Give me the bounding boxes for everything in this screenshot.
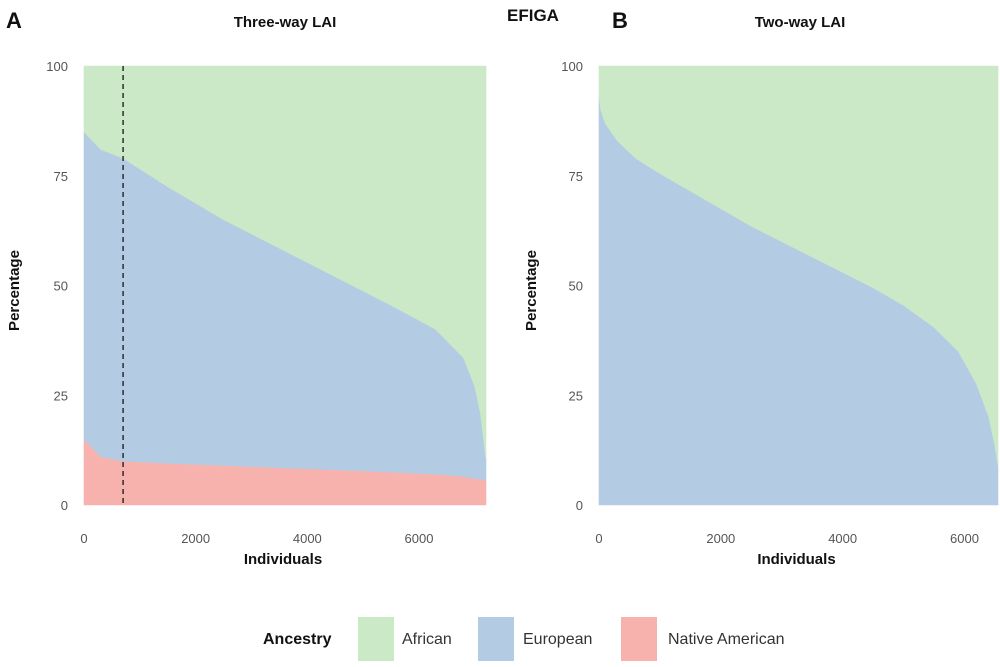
panel-b-xtick-label: 4000	[828, 531, 857, 546]
panel-a-xtick-label: 0	[80, 531, 87, 546]
panel-b-letter: B	[612, 8, 628, 33]
panel-a-xtick-label: 2000	[181, 531, 210, 546]
legend-label-european: European	[523, 631, 593, 648]
panel-a-ytick-label: 25	[54, 388, 68, 403]
legend: Ancestry African European Native America…	[0, 617, 1000, 667]
panel-b-yaxis-label: Percentage	[523, 250, 540, 331]
panel-a-letter: A	[6, 8, 22, 33]
panel-a-ytick-label: 75	[54, 169, 68, 184]
panel-b-plot: 0 25 50 75 100 0 2000 4000 6000 Individuals Percen…	[523, 59, 999, 568]
panel-b-xtick-label: 2000	[706, 531, 735, 546]
legend-key-native-american	[621, 617, 657, 661]
panel-a-xtick-label: 4000	[293, 531, 322, 546]
panel-a-plot: 0 25 50 75 100 0 2000 4000 6000 Individuals Percen…	[6, 59, 487, 568]
panel-b-ytick-label: 100	[561, 59, 583, 74]
panel-a-xaxis-label: Individuals	[244, 551, 322, 568]
figure-title: EFIGA	[507, 6, 559, 25]
panel-a-ytick-label: 0	[61, 498, 68, 513]
panel-b-title: Two-way LAI	[754, 14, 846, 31]
legend-key-african	[358, 617, 394, 661]
legend-key-european	[478, 617, 514, 661]
panel-a-yaxis-label: Percentage	[6, 250, 23, 331]
legend-label-african: African	[402, 631, 452, 648]
legend-title: Ancestry	[263, 631, 332, 648]
panel-a-ytick-label: 50	[54, 279, 68, 294]
panel-a-area-african	[83, 65, 487, 459]
panel-b-xtick-label: 6000	[950, 531, 979, 546]
panel-b-area-african	[598, 65, 999, 466]
panel-b-xtick-label: 0	[595, 531, 602, 546]
panel-b-ytick-label: 0	[576, 498, 583, 513]
panel-b-ytick-label: 75	[569, 169, 583, 184]
panel-b-xaxis-label: Individuals	[757, 551, 835, 568]
panel-b-ytick-label: 25	[569, 388, 583, 403]
legend-label-native-american: Native American	[668, 631, 785, 648]
panel-a-ytick-label: 100	[46, 59, 68, 74]
panel-a-xtick-label: 6000	[405, 531, 434, 546]
panel-b-ytick-label: 50	[569, 279, 583, 294]
panel-a-title: Three-way LAI	[233, 14, 337, 31]
